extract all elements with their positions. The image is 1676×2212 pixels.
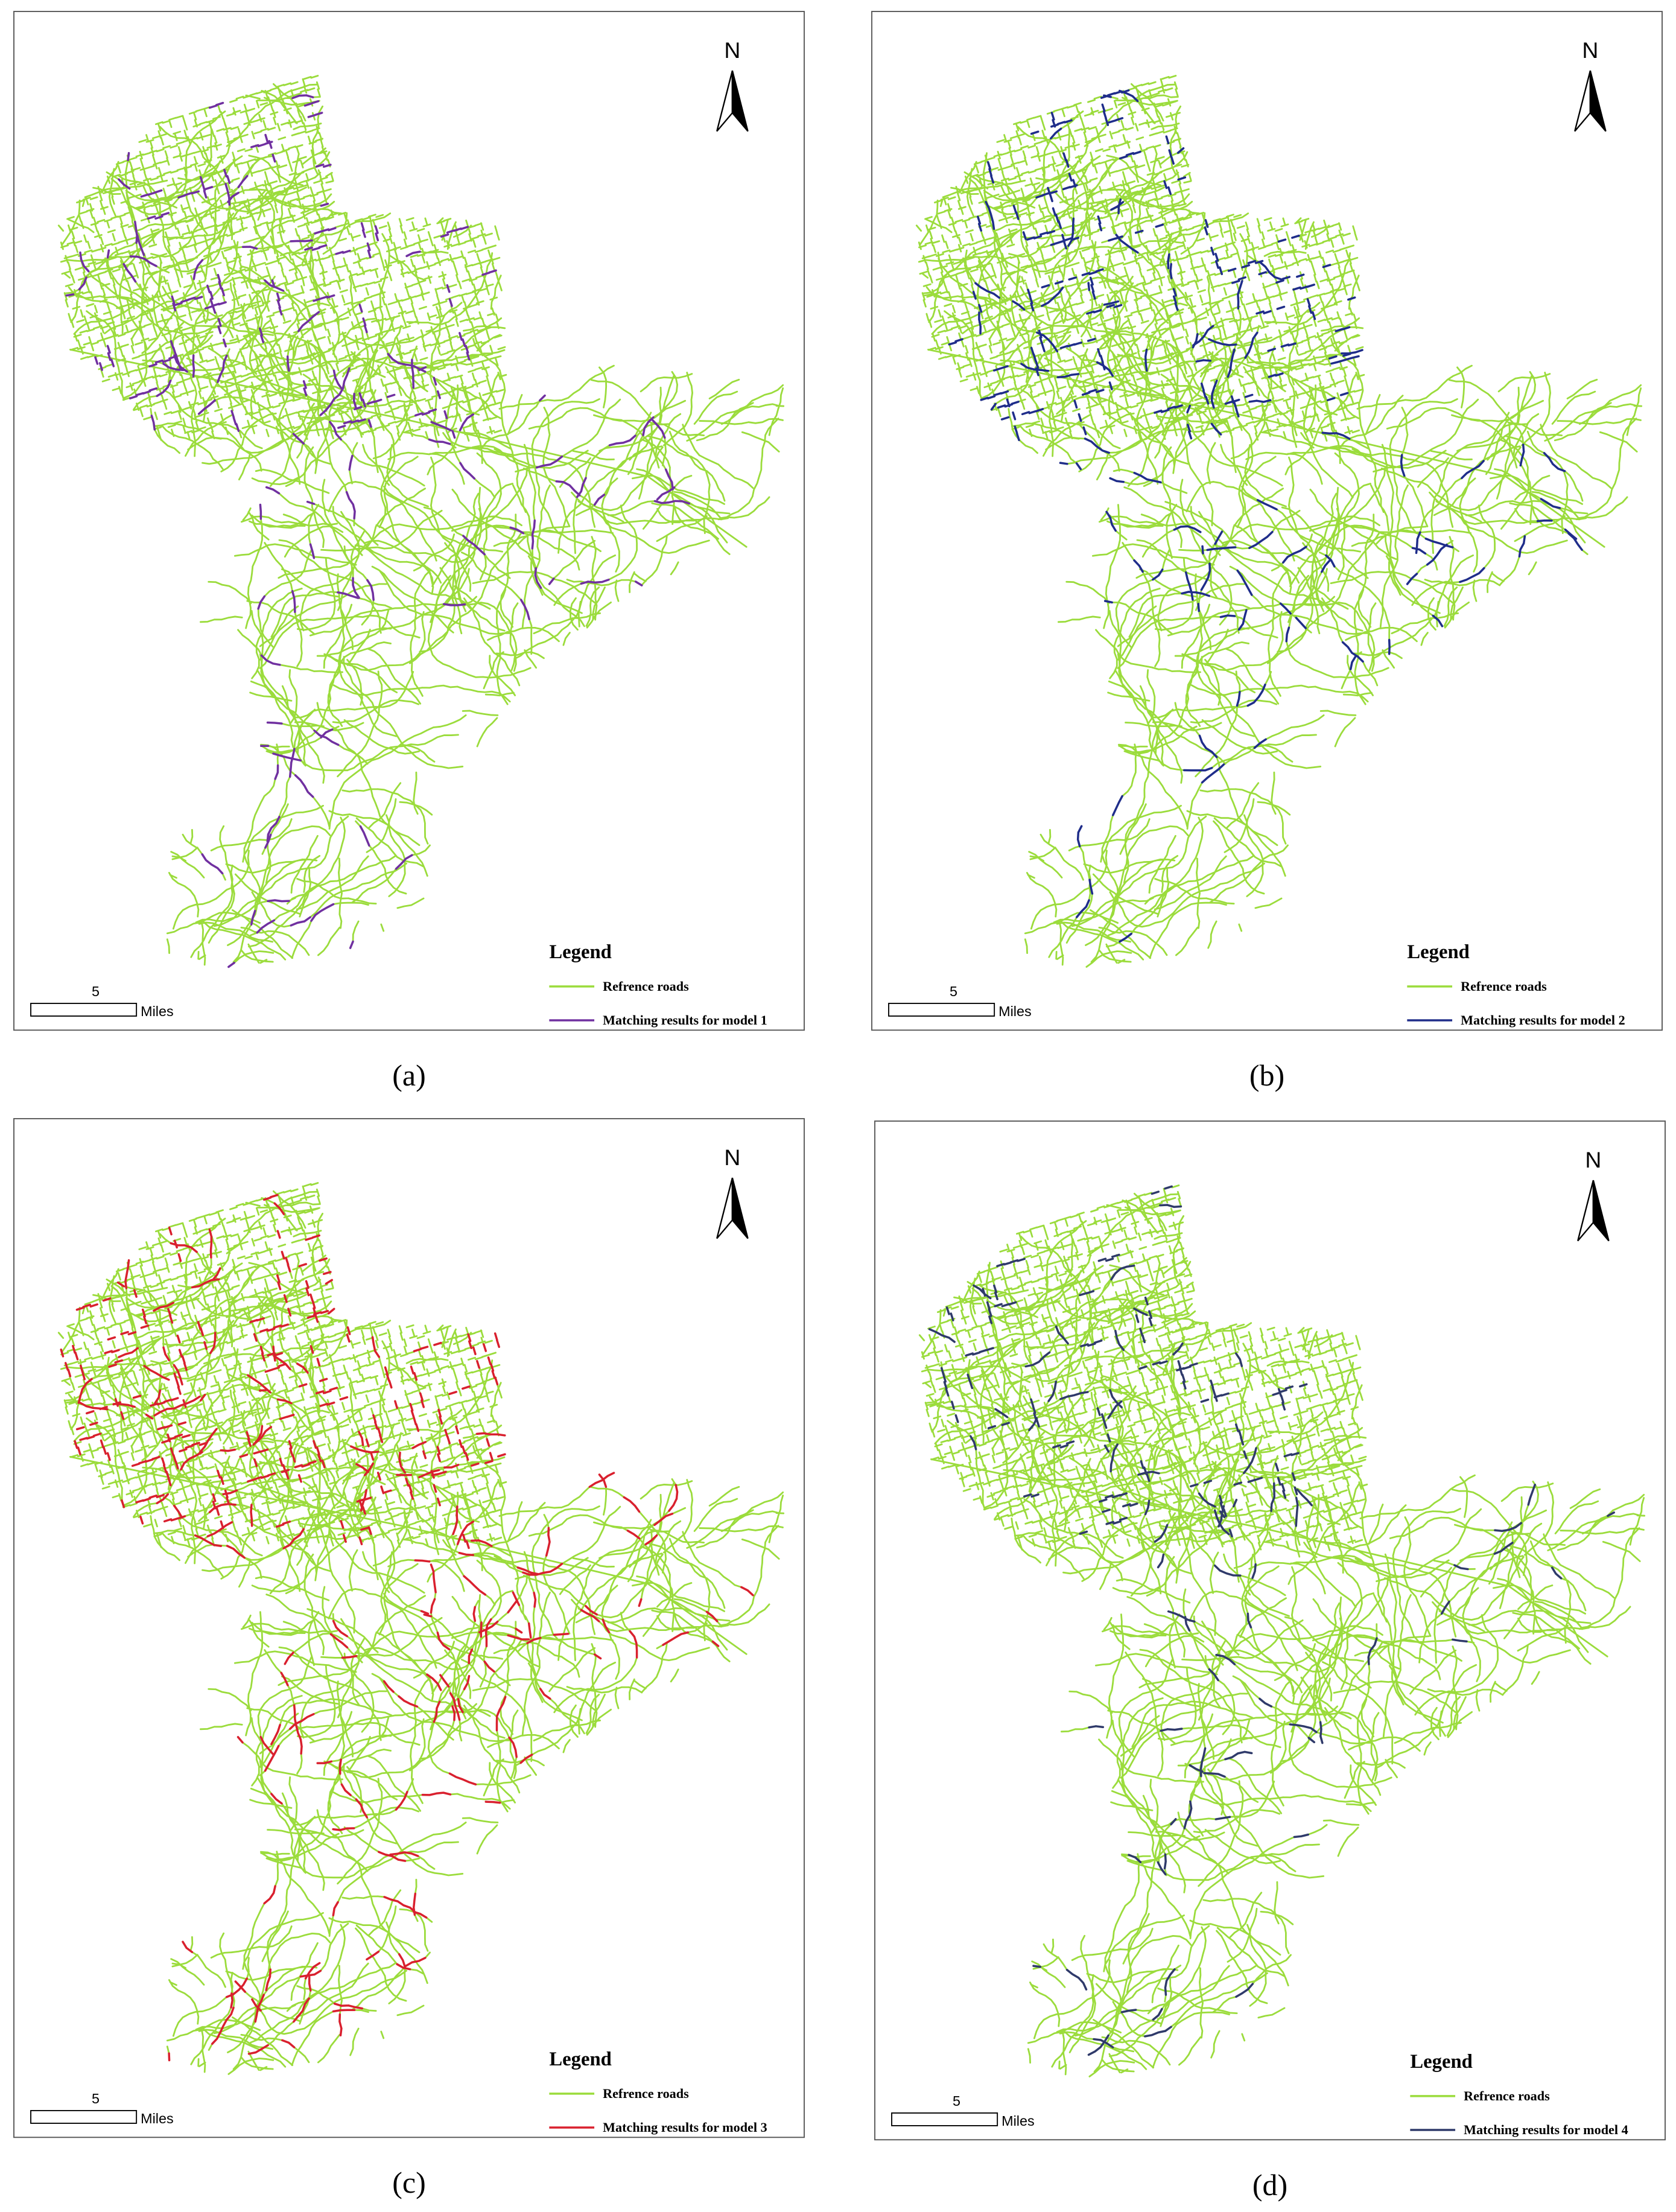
reference-roads	[57, 1182, 785, 2075]
matching-results	[60, 1193, 754, 2062]
scale-value: 5	[92, 2091, 100, 2106]
matching-results	[65, 94, 690, 968]
scale-value: 5	[92, 984, 100, 999]
scale-unit: Miles	[1001, 2113, 1034, 2129]
reference-roads	[915, 75, 1643, 968]
reference-roads	[57, 75, 785, 966]
legend-item: Matching results for model 1	[603, 1012, 767, 1028]
matching-results	[948, 89, 1583, 943]
panel-label: (a)	[392, 1058, 426, 1092]
north-arrow-left	[1574, 70, 1592, 132]
scale-bar	[30, 2109, 138, 2124]
map-panel: N Legend Refrence roads Matching results fo…	[13, 1118, 805, 2138]
north-label: N	[724, 1145, 740, 1170]
panel-label: (b)	[1249, 1058, 1284, 1092]
scale-unit: Miles	[141, 2111, 173, 2126]
scale-bar	[30, 1002, 138, 1017]
north-arrow-right	[731, 1177, 749, 1239]
legend-title: Legend	[549, 941, 612, 963]
scale-bar	[891, 2112, 998, 2126]
map-panel: N Legend Refrence roads Matching results fo…	[871, 11, 1663, 1031]
panel-frame	[874, 1120, 1666, 2141]
panel-label: (d)	[1252, 2168, 1287, 2202]
panel-label: (c)	[392, 2166, 426, 2199]
legend-item: Refrence roads	[1461, 979, 1547, 994]
panel-frame	[13, 1118, 805, 2138]
north-arrow-left	[716, 70, 734, 132]
scale-value: 5	[953, 2093, 960, 2109]
legend-item: Matching results for model 3	[603, 2120, 767, 2135]
scale-value: 5	[950, 984, 957, 999]
legend-item: Matching results for model 4	[1464, 2122, 1628, 2137]
map-panel: N Legend Refrence roads Matching results fo…	[13, 11, 805, 1031]
north-arrow-right	[1589, 70, 1607, 132]
legend-title: Legend	[1407, 941, 1470, 963]
legend-item: Refrence roads	[603, 979, 689, 994]
north-label: N	[1585, 1147, 1601, 1172]
panel-frame	[13, 11, 805, 1031]
map-panel: N Legend Refrence roads Matching results fo…	[874, 1120, 1666, 2141]
legend-title: Legend	[1410, 2051, 1473, 2073]
scale-bar	[888, 1002, 995, 1017]
panel-frame	[871, 11, 1663, 1031]
north-arrow-right	[1592, 1180, 1610, 1242]
north-arrow-left	[1577, 1180, 1595, 1242]
scale-unit: Miles	[141, 1003, 173, 1019]
north-arrow-left	[716, 1177, 734, 1239]
reference-roads	[918, 1184, 1646, 2077]
north-arrow-right	[731, 70, 749, 132]
legend-item: Refrence roads	[1464, 2088, 1550, 2103]
legend-title: Legend	[549, 2048, 612, 2070]
matching-results	[928, 1185, 1615, 2056]
legend-item: Matching results for model 2	[1461, 1012, 1625, 1028]
north-label: N	[724, 37, 740, 63]
legend-item: Refrence roads	[603, 2086, 689, 2101]
north-label: N	[1582, 37, 1598, 63]
scale-unit: Miles	[998, 1003, 1031, 1019]
